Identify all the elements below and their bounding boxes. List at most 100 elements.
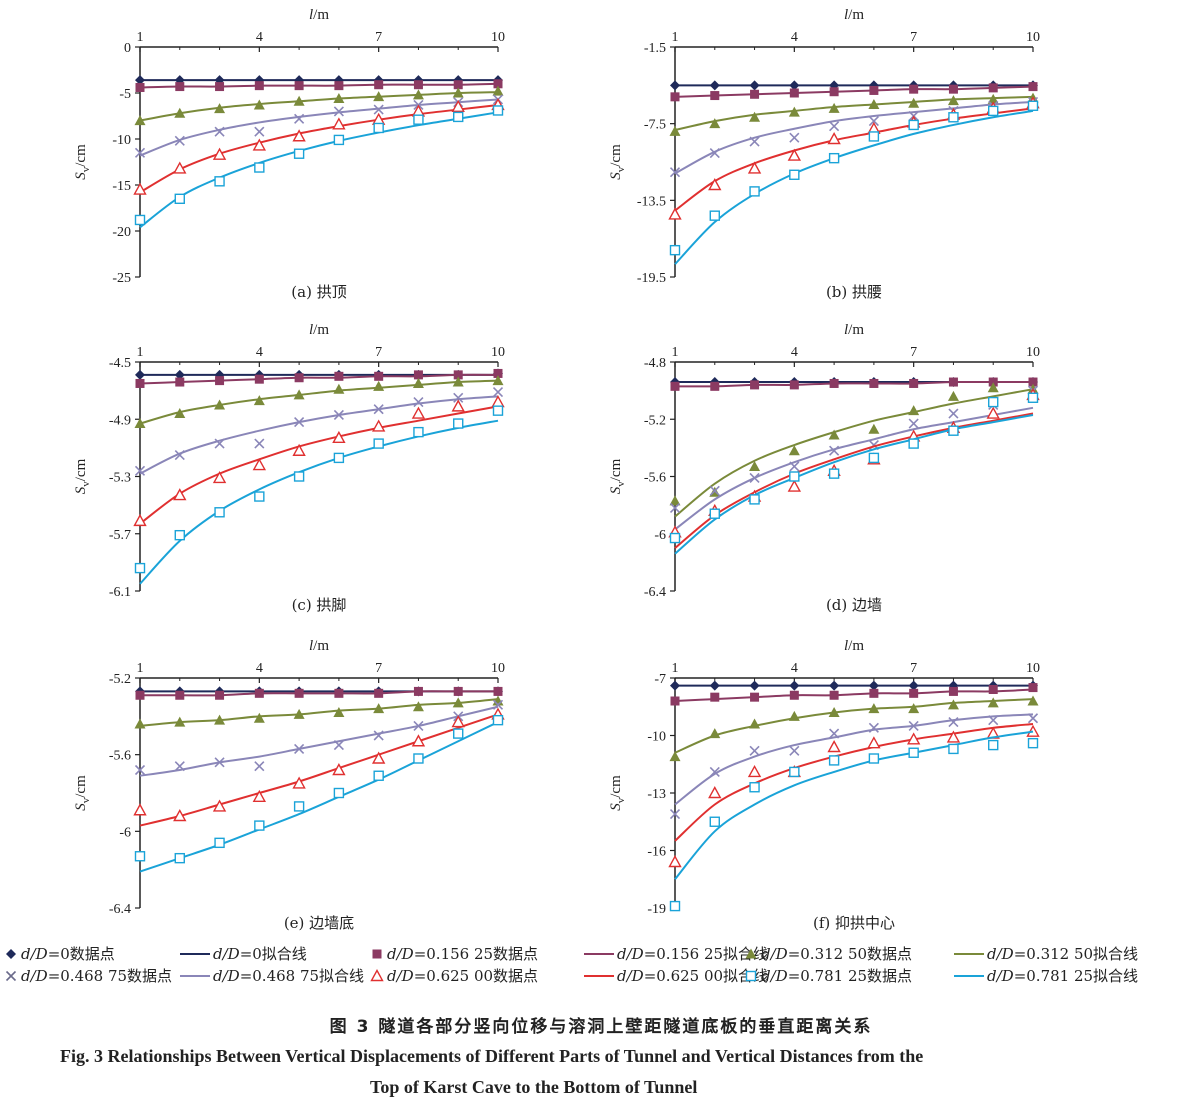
data-point <box>787 479 802 492</box>
series-0 <box>135 75 503 86</box>
x-tick-label: 1 <box>672 30 679 45</box>
data-point <box>413 370 423 380</box>
data-point-stroke-b <box>214 757 225 768</box>
data-point <box>829 121 840 132</box>
fit-line <box>139 419 499 585</box>
legend-item-label: d/D=0.468 75拟合线 <box>213 967 365 985</box>
data-point <box>827 740 841 753</box>
data-point-stroke-b <box>749 745 760 756</box>
data-point <box>709 80 720 91</box>
data-point <box>332 117 346 130</box>
data-point-stroke-b <box>174 135 185 146</box>
data-point <box>908 680 919 691</box>
series-2 <box>134 85 504 126</box>
data-point <box>413 753 424 764</box>
data-point <box>293 801 305 812</box>
legend-item-label-symbol: d/D <box>21 945 48 963</box>
data-point <box>789 680 800 691</box>
x-tick-label: 1 <box>672 661 679 676</box>
data-point <box>214 126 225 137</box>
legend-item: d/D=0.625 00数据点 <box>370 965 538 986</box>
data-point-stroke-b <box>174 761 185 772</box>
data-point <box>789 380 799 390</box>
y-axis-title-unit: /cm <box>73 144 89 167</box>
x-tick-label: 4 <box>791 345 798 360</box>
legend-marker-swatch <box>745 970 757 982</box>
data-point <box>453 111 464 123</box>
data-point <box>373 122 384 134</box>
legend-item: d/D=0数据点 <box>4 943 115 964</box>
legend-item-label-symbol: d/D <box>213 967 240 985</box>
fit-line <box>139 373 499 385</box>
y-tick-label: -5.6 <box>109 749 131 764</box>
data-point <box>175 690 185 700</box>
series-1 <box>670 377 1038 391</box>
x-tick-label: 7 <box>910 345 917 360</box>
data-point <box>451 715 465 728</box>
fit-line <box>139 103 499 194</box>
fit-line <box>139 705 499 777</box>
panel-caption: (a) 拱顶 <box>291 283 346 301</box>
data-point <box>373 438 384 449</box>
data-point <box>411 406 426 419</box>
data-point <box>669 751 681 762</box>
data-point <box>709 485 720 496</box>
y-tick-label: -6.1 <box>109 585 131 600</box>
data-point <box>134 562 146 574</box>
data-point <box>253 99 265 110</box>
data-point <box>750 380 760 390</box>
y-axis-title-subscript: v <box>80 481 92 487</box>
data-point <box>492 714 504 726</box>
legend-swatch-square <box>372 949 382 959</box>
data-point <box>986 406 1000 419</box>
y-tick-label: -20 <box>112 225 131 240</box>
series-3 <box>134 386 504 476</box>
legend-item-label: d/D=0.156 25数据点 <box>387 945 539 963</box>
data-point <box>453 392 464 403</box>
x-tick-label: 10 <box>1026 661 1040 676</box>
fit-line <box>674 85 1034 98</box>
data-point <box>452 376 464 387</box>
x-axis-title-symbol: l <box>309 638 313 654</box>
data-point <box>828 152 840 164</box>
y-tick-label: -1.5 <box>644 41 666 56</box>
data-point <box>453 370 463 380</box>
y-tick-label: -6 <box>654 528 666 543</box>
data-point <box>254 820 265 831</box>
series-2 <box>669 695 1039 762</box>
data-point <box>173 809 187 822</box>
x-tick-label: 10 <box>491 345 505 360</box>
data-point <box>174 529 185 541</box>
data-point <box>709 147 720 159</box>
fit-line <box>674 730 1034 880</box>
legend-item-label-symbol: d/D <box>387 967 414 985</box>
data-point <box>214 438 225 449</box>
fit-line <box>674 380 1033 388</box>
data-point-stroke-b <box>413 397 424 408</box>
data-point <box>747 161 762 174</box>
data-point-stroke-b <box>174 449 185 461</box>
data-point <box>334 688 344 698</box>
data-point <box>253 395 265 406</box>
y-tick-label: -25 <box>112 271 131 286</box>
y-tick-label: -6.4 <box>644 585 666 600</box>
y-axis-title-symbol: S <box>73 803 89 811</box>
y-axis-title-symbol: S <box>73 172 89 180</box>
data-point <box>988 83 998 93</box>
legend-item-label-symbol: d/D <box>761 967 788 985</box>
data-point <box>294 81 304 91</box>
legend-swatch-line <box>584 953 614 955</box>
series-1 <box>135 686 503 700</box>
series-1 <box>670 683 1038 706</box>
fit-line <box>674 723 1034 842</box>
fit-line <box>139 405 499 525</box>
data-point <box>788 445 800 456</box>
data-point <box>749 745 760 756</box>
data-point <box>709 680 720 691</box>
data-point <box>332 430 346 444</box>
data-point <box>294 417 305 428</box>
legend-swatch-line <box>954 953 984 955</box>
data-point <box>669 809 681 820</box>
data-point <box>215 690 225 700</box>
